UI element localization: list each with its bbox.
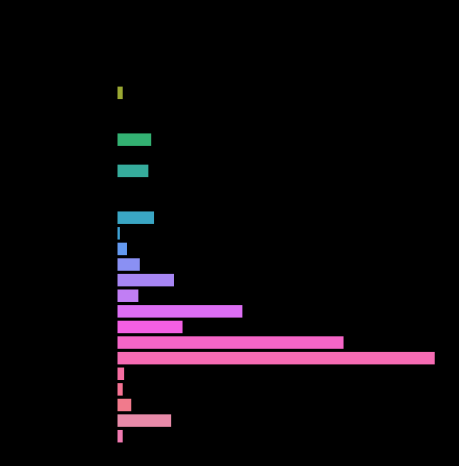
category-label: v_6 <box>94 306 111 317</box>
category-label: v_7 <box>94 322 111 333</box>
category-label: gearbox <box>70 88 111 99</box>
bar-v_6 <box>117 305 243 318</box>
bar-v_3 <box>117 258 140 271</box>
bar-gearbox <box>117 86 123 100</box>
bar-v_12 <box>117 398 132 412</box>
category-labels-group: SaleID name regDate bodyType fuelType gearbox… <box>8 10 117 442</box>
bars-group <box>117 86 435 443</box>
category-label: offerType <box>65 181 111 192</box>
category-label: kilometer <box>63 119 111 130</box>
category-label: power <box>80 103 112 114</box>
category-label: v_0 <box>94 213 111 224</box>
category-label: v_10 <box>87 369 111 380</box>
bar-v_5 <box>117 289 139 302</box>
plot-area <box>117 7 439 444</box>
category-label: v_5 <box>94 291 111 302</box>
bar-v_7 <box>117 320 183 334</box>
category-label: v_13 <box>87 416 111 427</box>
bar-v_1 <box>117 227 120 240</box>
bar-v_9 <box>117 351 435 365</box>
category-label: bodyType <box>63 57 111 68</box>
x-tick-label: 0.0 <box>109 451 125 462</box>
x-axis-ticks-group: 0.0 0.5 1.0 1.5 2.0 <box>109 444 410 462</box>
category-label: v_1 <box>94 228 111 239</box>
x-tick-label: 1.0 <box>252 451 268 462</box>
category-label: creatDate <box>62 197 112 208</box>
category-label: regionCode <box>54 150 111 161</box>
category-label: regDate <box>71 41 111 52</box>
bar-v_10 <box>117 367 125 381</box>
x-tick-label: 1.5 <box>323 451 339 462</box>
bar-seller <box>117 164 149 178</box>
bar-v_8 <box>117 336 344 349</box>
bar-v_4 <box>117 273 174 287</box>
category-label: v_9 <box>94 353 111 364</box>
category-label: SaleID <box>79 10 111 21</box>
category-label: v_2 <box>94 244 111 255</box>
category-label: v_11 <box>87 384 111 395</box>
category-label: seller <box>84 166 112 177</box>
category-label: fuelType <box>69 72 111 83</box>
category-label: v_3 <box>94 260 111 271</box>
bar-v_11 <box>117 383 123 396</box>
x-tick-label: 2.0 <box>394 451 410 462</box>
bar-v_2 <box>117 242 127 256</box>
category-label: v_4 <box>94 275 111 286</box>
bar-v_14 <box>117 429 123 443</box>
category-label: v_14 <box>87 431 111 442</box>
category-label: v_12 <box>87 400 111 411</box>
category-label: name <box>83 25 111 36</box>
bar-v_13 <box>117 414 172 427</box>
category-label: notRepairedDamage <box>8 135 111 146</box>
category-label: v_8 <box>94 338 111 349</box>
bar-v_0 <box>117 211 155 224</box>
x-tick-label: 0.5 <box>180 451 196 462</box>
bar-notRepairedDamage <box>117 133 152 146</box>
